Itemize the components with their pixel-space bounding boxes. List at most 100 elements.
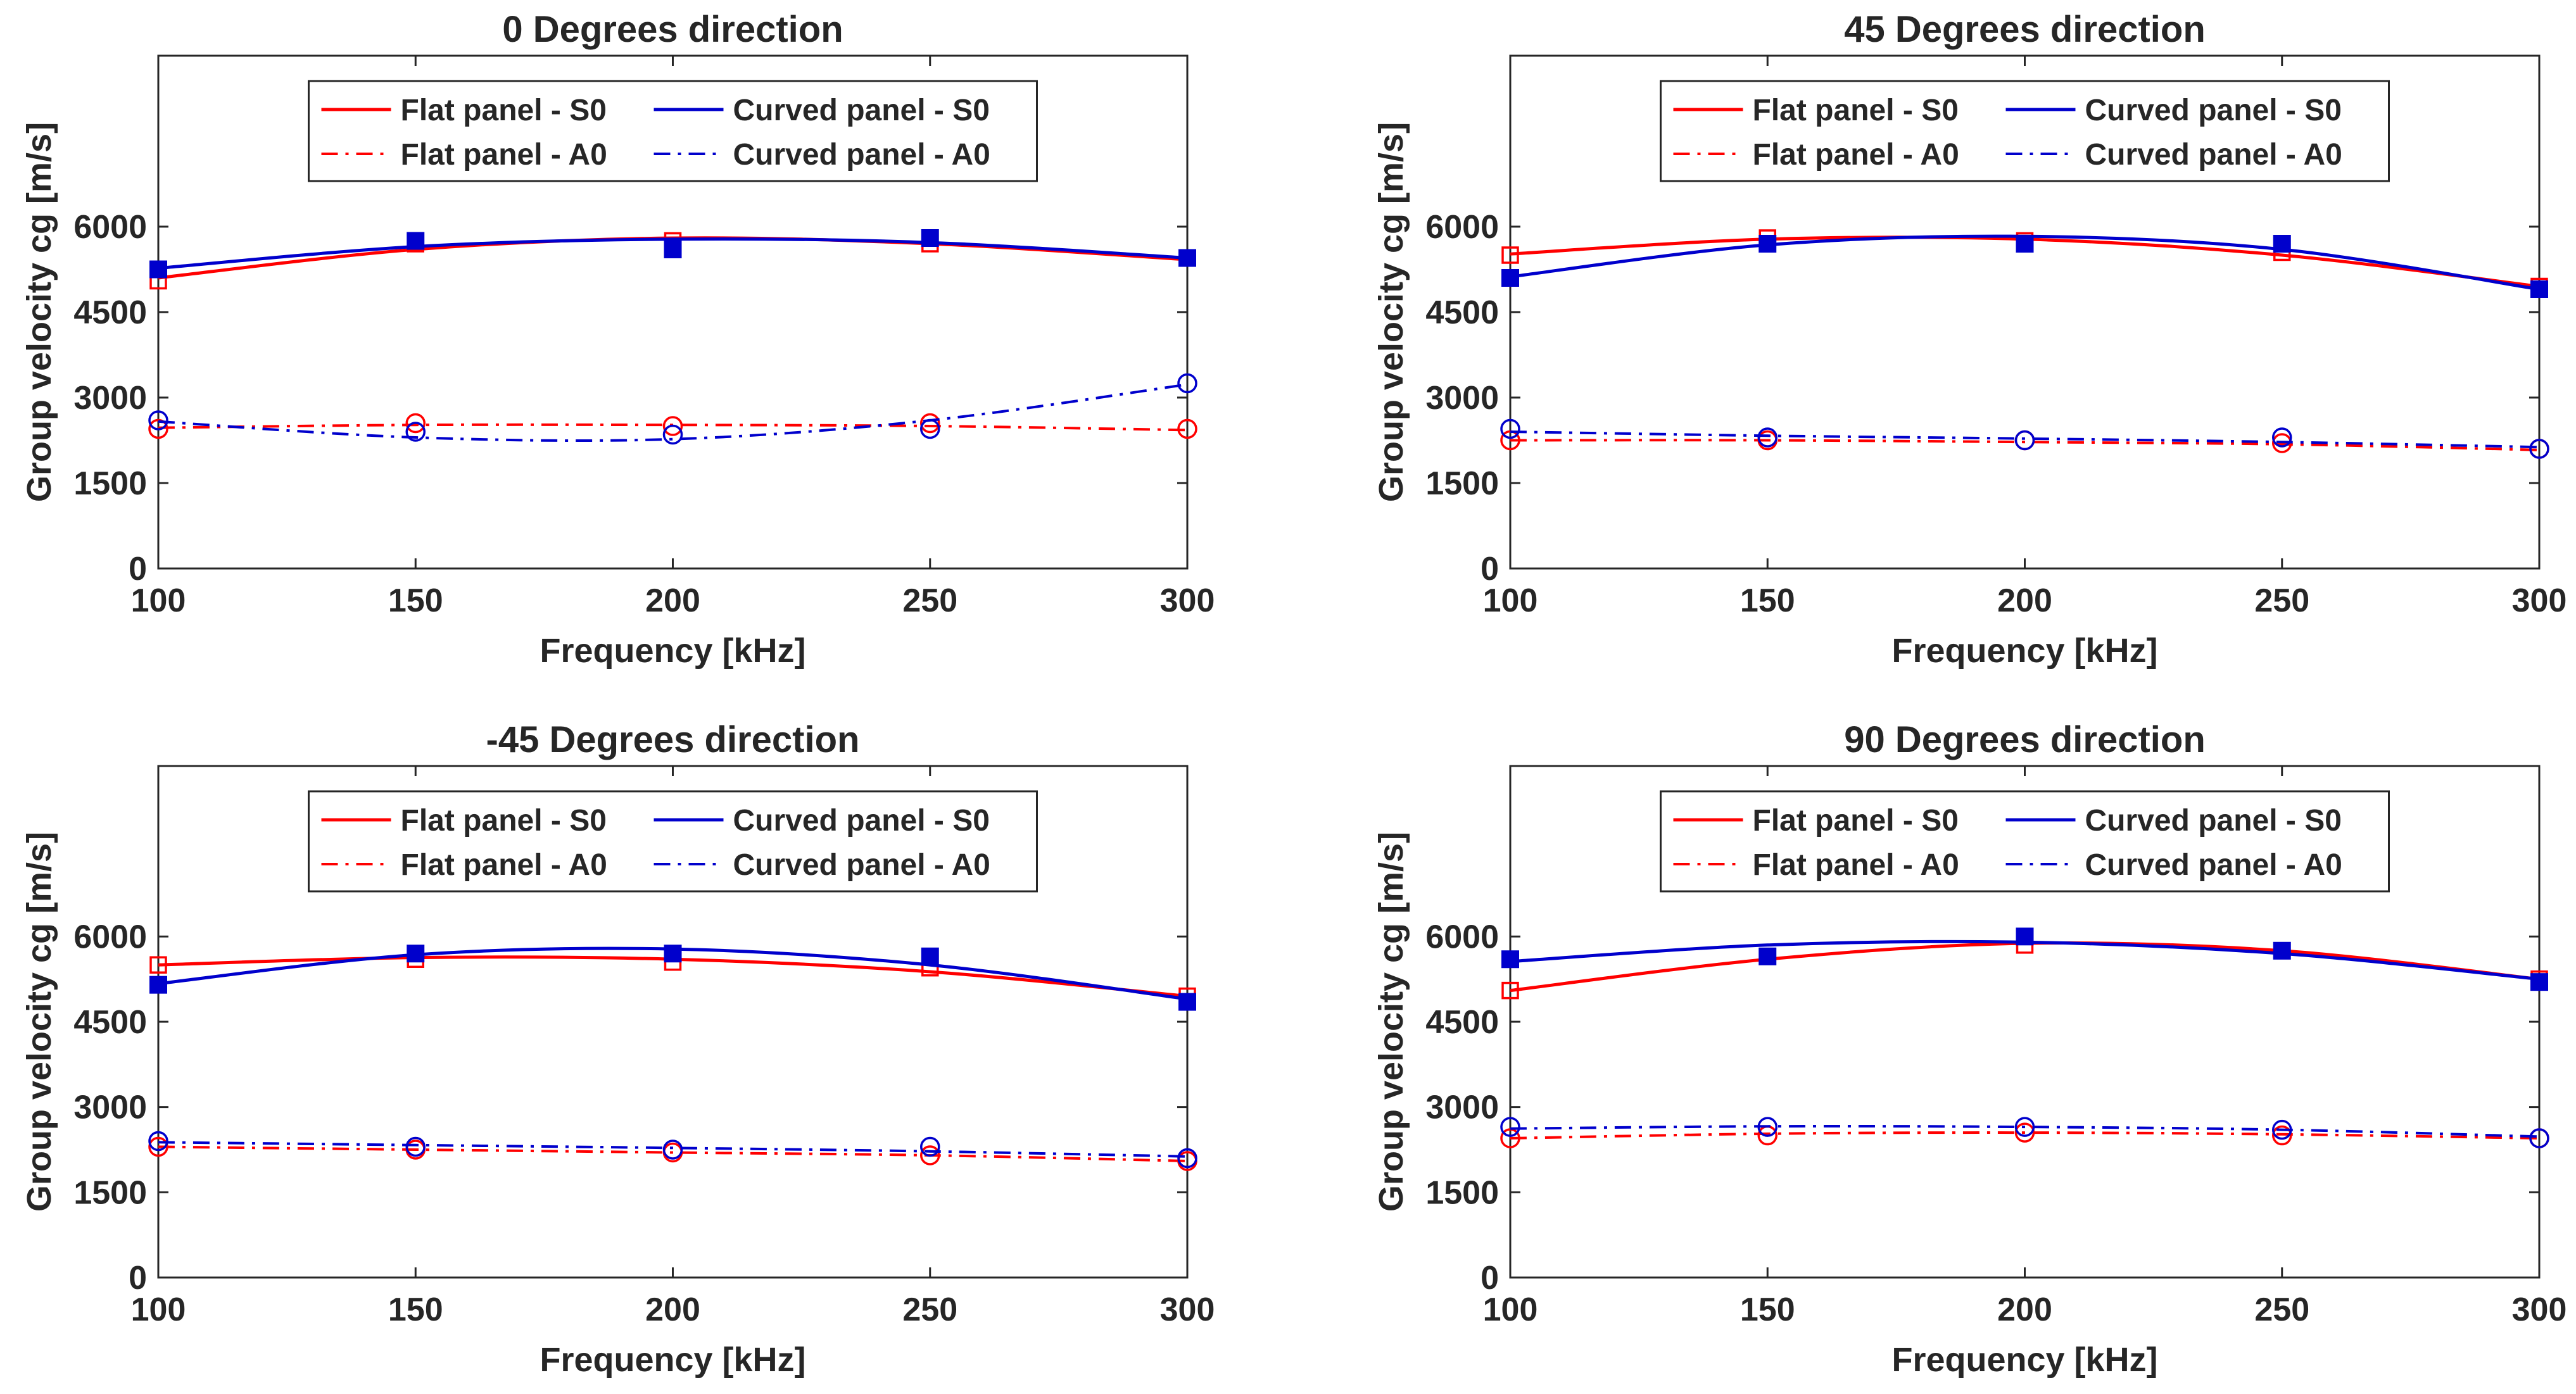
legend-box — [308, 790, 1038, 893]
data-point — [1178, 249, 1196, 267]
y-tick-label: 1500 — [1425, 465, 1499, 502]
y-tick-label: 3000 — [1425, 1089, 1499, 1126]
data-point — [920, 1136, 940, 1157]
series-curved_s0 — [149, 945, 1196, 1011]
data-point — [662, 424, 683, 445]
data-point — [2530, 973, 2548, 991]
y-axis-label: Group velocity cg [m/s] — [1372, 122, 1410, 502]
data-point — [664, 241, 682, 258]
data-point — [2273, 235, 2291, 253]
x-tick-label: 200 — [645, 582, 700, 619]
data-point — [662, 1140, 683, 1160]
data-point — [920, 1145, 940, 1165]
data-point — [407, 945, 425, 963]
legend-box — [308, 80, 1038, 182]
data-point — [1177, 1148, 1197, 1169]
data-point — [2014, 1117, 2035, 1137]
data-point — [148, 1136, 168, 1157]
series-line-curved_a0 — [1510, 430, 2540, 449]
y-tick-label: 4500 — [73, 1004, 147, 1041]
data-point — [148, 410, 168, 430]
x-tick-label: 300 — [1160, 582, 1215, 619]
data-point — [149, 976, 167, 994]
data-point — [1178, 993, 1196, 1011]
data-point — [2272, 427, 2292, 448]
legend-label-flat_s0: Flat panel - S0 — [401, 94, 607, 127]
x-tick-label: 150 — [388, 1291, 443, 1328]
data-point — [664, 945, 682, 963]
y-tick-label: 6000 — [73, 919, 147, 955]
data-point — [2273, 941, 2291, 960]
x-tick-label: 100 — [1483, 1291, 1538, 1328]
data-point — [662, 416, 683, 436]
y-tick-label: 3000 — [73, 1089, 147, 1126]
legend: Flat panel - S0 Curved panel - S0 Flat pan… — [1660, 790, 2390, 893]
x-tick-label: 200 — [645, 1291, 700, 1328]
data-point — [1501, 246, 1519, 264]
series-line-flat_a0 — [1510, 439, 2540, 451]
y-tick-label: 1500 — [1425, 1174, 1499, 1211]
y-tick-label: 0 — [129, 551, 147, 587]
legend-label-flat_s0: Flat panel - S0 — [1753, 94, 1959, 127]
data-point — [1501, 950, 1519, 969]
legend-label-curved_s0: Curved panel - S0 — [2085, 804, 2342, 838]
y-tick-label: 0 — [129, 1260, 147, 1297]
x-axis-label: Frequency [kHz] — [540, 1341, 805, 1379]
series-line-flat_a0 — [158, 1145, 1188, 1162]
series-line-curved_s0 — [158, 237, 1188, 270]
series-curved_a0 — [148, 1131, 1197, 1169]
data-point — [1500, 1117, 1520, 1137]
y-axis-label: Group velocity cg [m/s] — [20, 122, 58, 502]
data-point — [920, 413, 940, 434]
x-tick-label: 100 — [131, 1291, 186, 1328]
x-axis-label: Frequency [kHz] — [1891, 1341, 2157, 1379]
data-point — [2530, 280, 2548, 298]
data-point — [148, 1131, 168, 1152]
y-tick-label: 6000 — [73, 209, 147, 246]
data-point — [1757, 1117, 1777, 1137]
y-tick-label: 3000 — [1425, 380, 1499, 417]
y-tick-label: 3000 — [73, 380, 147, 417]
series-curved_s0 — [149, 229, 1196, 279]
chart-title: 0 Degrees direction — [502, 9, 843, 50]
x-tick-label: 300 — [2512, 582, 2567, 619]
legend: Flat panel - S0 Curved panel - S0 Flat pan… — [308, 80, 1038, 182]
data-point — [2014, 430, 2035, 451]
y-tick-label: 6000 — [1425, 919, 1499, 955]
chart-title: -45 Degrees direction — [486, 719, 860, 760]
legend-box — [1660, 790, 2390, 893]
data-point — [405, 413, 426, 434]
x-tick-label: 250 — [2254, 582, 2309, 619]
data-point — [1501, 269, 1519, 287]
series-curved_a0 — [148, 373, 1197, 445]
legend-label-curved_a0: Curved panel - A0 — [733, 138, 990, 172]
data-point — [1177, 418, 1197, 439]
y-tick-label: 1500 — [73, 1174, 147, 1211]
legend-label-flat_a0: Flat panel - A0 — [1753, 138, 1959, 172]
y-tick-label: 4500 — [1425, 1004, 1499, 1041]
legend-label-flat_a0: Flat panel - A0 — [401, 848, 607, 882]
data-point — [2272, 1125, 2292, 1146]
legend-label-curved_s0: Curved panel - S0 — [733, 94, 990, 127]
data-point — [1500, 430, 1520, 451]
series-line-flat_a0 — [1510, 1131, 2540, 1140]
x-axis-label: Frequency [kHz] — [540, 632, 805, 670]
legend-label-curved_s0: Curved panel - S0 — [733, 804, 990, 838]
legend-label-flat_a0: Flat panel - A0 — [1753, 848, 1959, 882]
y-tick-label: 0 — [1481, 551, 1499, 587]
series-curved_a0 — [1500, 1117, 2549, 1148]
data-point — [921, 947, 939, 965]
x-tick-label: 300 — [2512, 1291, 2567, 1328]
data-point — [1758, 235, 1777, 253]
data-point — [405, 1136, 426, 1157]
data-point — [407, 232, 425, 250]
legend-box — [1660, 80, 2390, 182]
series-curved_a0 — [1500, 418, 2549, 459]
x-tick-label: 150 — [388, 582, 443, 619]
y-tick-label: 0 — [1481, 1260, 1499, 1297]
data-point — [2272, 1119, 2292, 1140]
